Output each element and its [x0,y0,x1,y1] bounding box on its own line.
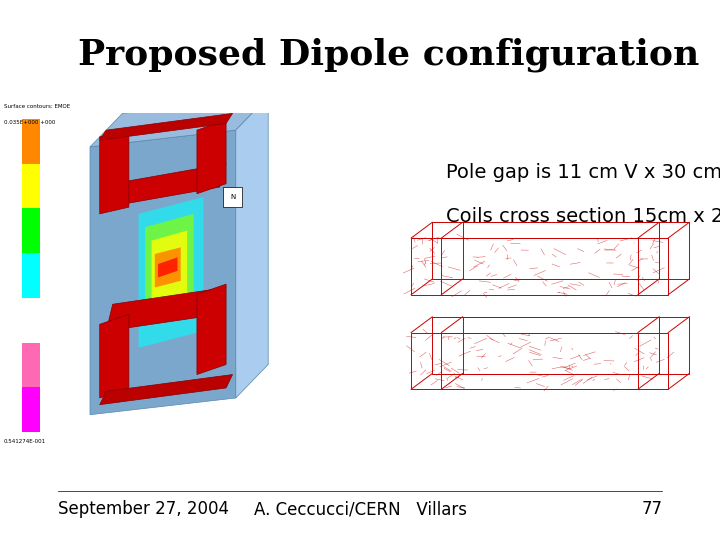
Bar [22,342,40,387]
Bar [22,298,40,342]
Text: Pole gap is 11 cm V x 30 cm H: Pole gap is 11 cm V x 30 cm H [446,163,720,183]
Text: Surface contours: EMOE: Surface contours: EMOE [4,104,70,109]
Polygon shape [90,97,268,147]
Text: Proposed Dipole configuration: Proposed Dipole configuration [78,38,700,72]
Text: 0.035E+000 +000: 0.035E+000 +000 [4,120,55,125]
Bar [22,387,40,432]
Bar [22,119,40,164]
Text: A. Ceccucci/CERN   Villars: A. Ceccucci/CERN Villars [253,501,467,518]
Polygon shape [152,231,187,304]
Polygon shape [90,130,236,415]
Bar [22,208,40,253]
Polygon shape [107,287,226,331]
Polygon shape [145,214,194,321]
Text: Coils cross section 15cm x 25cm: Coils cross section 15cm x 25cm [446,206,720,226]
Bar [223,187,242,207]
Text: 77: 77 [642,501,662,518]
Bar [22,253,40,298]
Text: N: N [230,194,235,200]
Bar [22,164,40,208]
Polygon shape [99,375,233,404]
Polygon shape [155,247,181,287]
Polygon shape [107,164,226,207]
Polygon shape [99,113,233,140]
Polygon shape [197,120,226,194]
Text: 0.541274E-001: 0.541274E-001 [4,439,46,444]
Polygon shape [138,197,203,348]
Polygon shape [158,258,177,278]
Polygon shape [99,314,129,398]
Text: September 27, 2004: September 27, 2004 [58,501,229,518]
Polygon shape [236,97,268,398]
Polygon shape [197,284,226,375]
Text: CERN: CERN [37,79,63,87]
Polygon shape [99,130,129,214]
